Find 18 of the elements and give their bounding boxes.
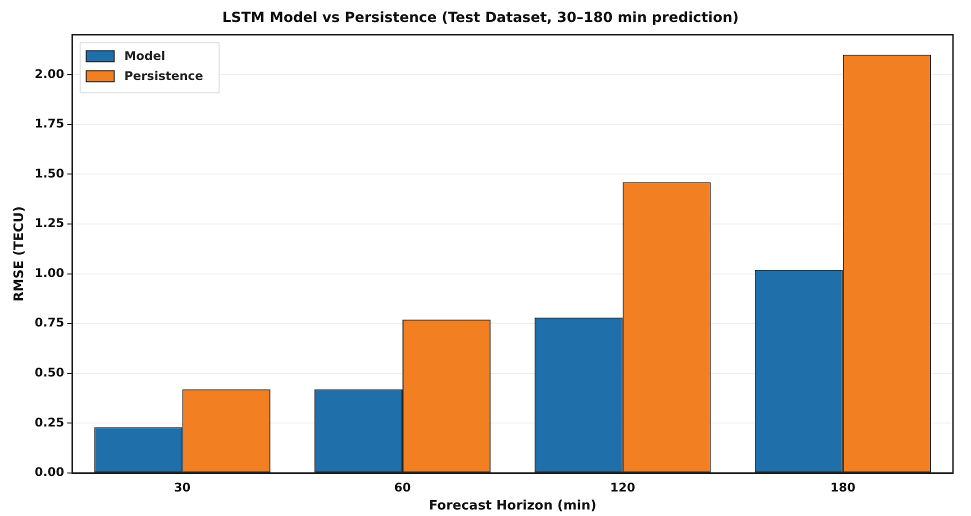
x-tick-label: 180 [830,480,856,494]
legend-label: Persistence [124,68,204,83]
y-tick-label: 1.50 [34,166,64,180]
y-tick-label: 0.50 [34,366,64,380]
y-tick-label: 0.25 [34,415,64,430]
chart-title: LSTM Model vs Persistence (Test Dataset, 30–180 min prediction) [222,10,739,26]
x-tick-label: 30 [174,480,191,494]
x-axis-title: Forecast Horizon (min) [428,498,596,514]
y-tick-label: 2.00 [34,66,64,81]
y-tick-label: 1.00 [34,266,64,280]
y-tick-label: 1.25 [34,216,64,230]
x-tick-label: 120 [610,480,636,494]
x-tick-label: 60 [394,480,411,494]
y-tick-label: 0.75 [34,316,64,330]
legend-label: Model [124,48,166,63]
y-tick-label: 0.00 [34,465,64,480]
y-axis-title: RMSE (TECU) [12,206,28,302]
y-tick-label: 1.75 [34,116,64,131]
